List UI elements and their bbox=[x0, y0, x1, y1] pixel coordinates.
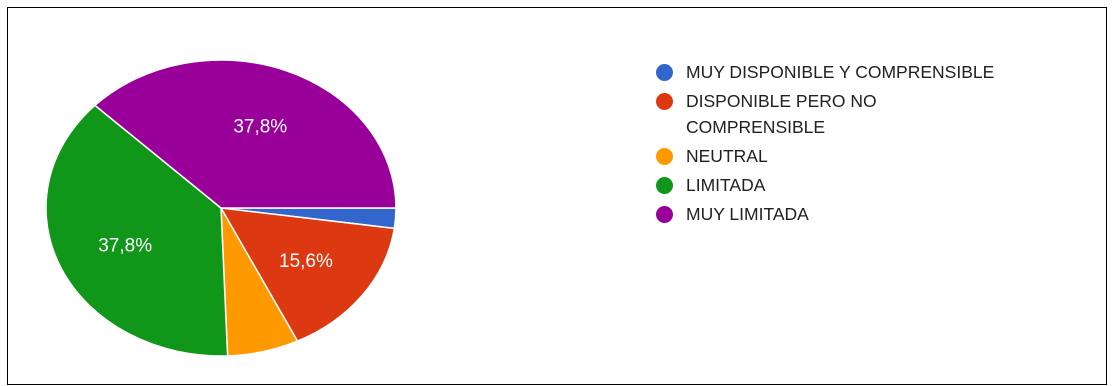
chart-legend: MUY DISPONIBLE Y COMPRENSIBLE DISPONIBLE… bbox=[656, 62, 1106, 234]
legend-item-disponible-pero-no-comprensible[interactable]: DISPONIBLE PERO NO COMPRENSIBLE bbox=[656, 91, 1106, 140]
pie-slice-limitada[interactable] bbox=[45, 104, 229, 357]
legend-marker bbox=[656, 206, 673, 223]
pie-slice-disponible-pero-no-comprensible[interactable] bbox=[219, 207, 396, 343]
pie-slice-label: 15,6% bbox=[279, 251, 333, 272]
legend-item-limitada[interactable]: LIMITADA bbox=[656, 175, 1106, 198]
legend-marker bbox=[656, 64, 673, 81]
pie-chart: 15,6% 37,8% 37,8% bbox=[45, 59, 397, 357]
legend-label: NEUTRAL bbox=[686, 146, 768, 166]
pie-slices bbox=[45, 59, 397, 357]
legend-marker bbox=[656, 148, 673, 165]
pie-slice-label: 37,8% bbox=[233, 117, 287, 138]
legend-label: LIMITADA bbox=[686, 175, 766, 195]
legend-label: MUY LIMITADA bbox=[686, 204, 809, 224]
legend-marker bbox=[656, 177, 673, 194]
pie-slice-label: 37,8% bbox=[98, 235, 152, 256]
legend-marker bbox=[656, 93, 673, 110]
legend-item-muy-disponible-y-comprensible[interactable]: MUY DISPONIBLE Y COMPRENSIBLE bbox=[656, 62, 1106, 85]
legend-label: DISPONIBLE PERO NO COMPRENSIBLE bbox=[686, 91, 877, 137]
pie-slice-labels: 15,6% 37,8% 37,8% bbox=[98, 117, 333, 273]
pie-slice-muy-limitada[interactable] bbox=[93, 59, 397, 209]
legend-item-neutral[interactable]: NEUTRAL bbox=[656, 146, 1106, 169]
chart-frame: 15,6% 37,8% 37,8% MUY DISPONIBLE Y COMPREN… bbox=[7, 7, 1107, 385]
legend-label: MUY DISPONIBLE Y COMPRENSIBLE bbox=[686, 62, 995, 82]
legend-item-muy-limitada[interactable]: MUY LIMITADA bbox=[656, 204, 1106, 227]
